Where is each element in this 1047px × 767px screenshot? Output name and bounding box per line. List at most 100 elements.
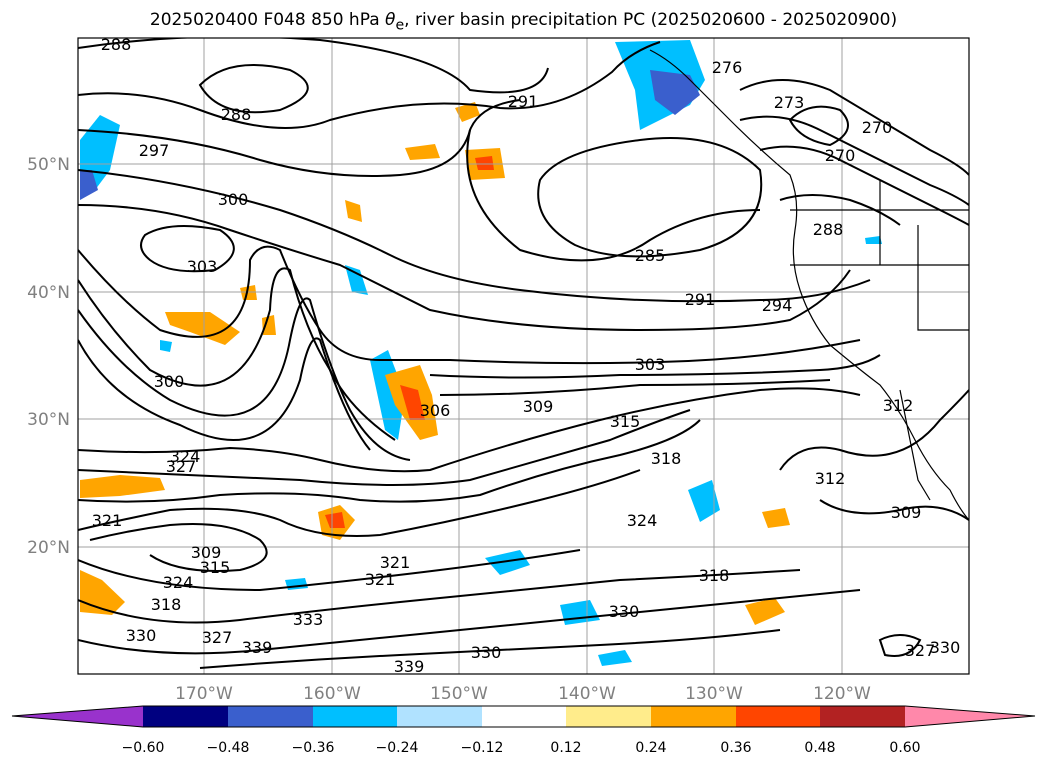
- contour-label: 315: [200, 558, 231, 577]
- contour-line: [198, 64, 309, 114]
- shade-south-red: [325, 512, 345, 528]
- contour-line: [466, 129, 761, 262]
- contour-line: [78, 169, 871, 303]
- contour-line: [78, 569, 801, 624]
- contour-label: 330: [126, 626, 157, 645]
- shade-south-blue-1: [485, 550, 530, 575]
- colorbar-outline: [11, 705, 1036, 728]
- lat-label: 20°N: [27, 538, 70, 558]
- shade-west-orange-3: [262, 315, 276, 335]
- contour-label: 303: [187, 257, 218, 276]
- contour-label: 312: [815, 469, 846, 488]
- lat-label: 50°N: [27, 155, 70, 175]
- contour-label: 324: [627, 511, 658, 530]
- contour-label: 291: [685, 290, 716, 309]
- colorbar-tick: 0.60: [889, 740, 920, 756]
- colorbar-cell: [736, 706, 820, 727]
- shade-west-blue: [160, 340, 172, 352]
- contour-line: [78, 204, 851, 332]
- contour-label: 309: [523, 397, 554, 416]
- contour-label: 330: [930, 638, 961, 657]
- contour-line: [78, 469, 641, 537]
- state-borders: [790, 180, 969, 331]
- contour-label: 270: [862, 118, 893, 137]
- lon-label: 140°W: [558, 684, 616, 704]
- lat-label: 40°N: [27, 283, 70, 303]
- contour-label: 318: [151, 595, 182, 614]
- colorbar-tick: −0.36: [292, 740, 335, 756]
- contour-label: 294: [762, 296, 793, 315]
- contour-label: 327: [202, 628, 233, 647]
- contour-label: 297: [139, 141, 170, 160]
- colorbar-tick: −0.24: [376, 740, 419, 756]
- contour-line: [78, 245, 861, 365]
- contour-label: 300: [218, 190, 249, 209]
- lon-label: 170°W: [175, 684, 233, 704]
- contour-label: 321: [380, 553, 411, 572]
- contour-line: [78, 409, 691, 486]
- colorbar-cell: [313, 706, 397, 727]
- shade-nw-purple: [80, 170, 98, 200]
- gridlines: [78, 38, 969, 674]
- contour-label: 321: [365, 570, 396, 589]
- contour-label: 309: [891, 503, 922, 522]
- contour-label: 288: [101, 35, 132, 54]
- colorbar-tick: −0.48: [207, 740, 250, 756]
- colorbar-extend-min: [12, 706, 143, 727]
- lon-label: 120°W: [813, 684, 871, 704]
- contour-line: [439, 379, 831, 396]
- contour-label: 309: [191, 543, 222, 562]
- lon-axis: 170°W 160°W 150°W 140°W 130°W 120°W: [175, 684, 871, 704]
- contour-label: 300: [154, 372, 185, 391]
- contour-label: 327: [905, 641, 936, 660]
- contour-label: 288: [813, 220, 844, 239]
- coastlines: [649, 49, 969, 521]
- colorbar-cell: [651, 706, 736, 727]
- contour-line: [537, 137, 763, 258]
- contour-label: 270: [825, 146, 856, 165]
- contour-label: 327: [166, 457, 197, 476]
- contour-line: [779, 194, 901, 226]
- contour-line: [78, 99, 521, 177]
- coastline: [649, 49, 969, 521]
- shade-north-orange-1: [455, 102, 480, 122]
- contour-label: 312: [883, 396, 914, 415]
- lon-label: 150°W: [430, 684, 488, 704]
- shade-north-red: [475, 156, 494, 170]
- contour-line: [78, 297, 411, 461]
- contour-line: [739, 79, 969, 176]
- contour-line: [78, 419, 701, 503]
- shade-coast-blue: [865, 236, 882, 244]
- contour-label: 339: [394, 657, 425, 676]
- contour-label: 303: [635, 355, 666, 374]
- contour-line: [89, 523, 268, 572]
- contour-label: 318: [699, 566, 730, 585]
- contour-line: [78, 549, 581, 592]
- contour-line: [429, 354, 881, 379]
- shade-west-orange-1: [165, 312, 240, 345]
- shade-south-blue-3: [598, 650, 632, 666]
- contour-line: [199, 629, 781, 669]
- contour-label: 324: [163, 573, 194, 592]
- shade-south-blue-4: [285, 578, 308, 590]
- contour-line: [878, 634, 922, 657]
- lon-label: 160°W: [303, 684, 361, 704]
- shade-mid-blue-1: [345, 265, 368, 295]
- contour-label: 276: [712, 58, 743, 77]
- colorbar-tick: 0.36: [720, 740, 751, 756]
- shade-mid-orange-1: [345, 200, 362, 222]
- contour-label: 315: [610, 412, 641, 431]
- colorbar-tick: 0.48: [804, 740, 835, 756]
- colorbar-cell: [820, 706, 905, 727]
- shade-east-orange-2: [745, 598, 785, 625]
- plot-title: 2025020400 F048 850 hPa θe, river basin …: [149, 10, 898, 34]
- shade-south-blue-2: [560, 600, 600, 625]
- shade-east-orange-1: [762, 508, 790, 528]
- lat-label: 30°N: [27, 410, 70, 430]
- contour-label: 273: [774, 93, 805, 112]
- contour-label: 291: [508, 92, 539, 111]
- contour-label: 339: [242, 638, 273, 657]
- contour-label: 321: [92, 511, 123, 530]
- colorbar-tick: −0.60: [122, 740, 165, 756]
- contour-line: [78, 387, 861, 473]
